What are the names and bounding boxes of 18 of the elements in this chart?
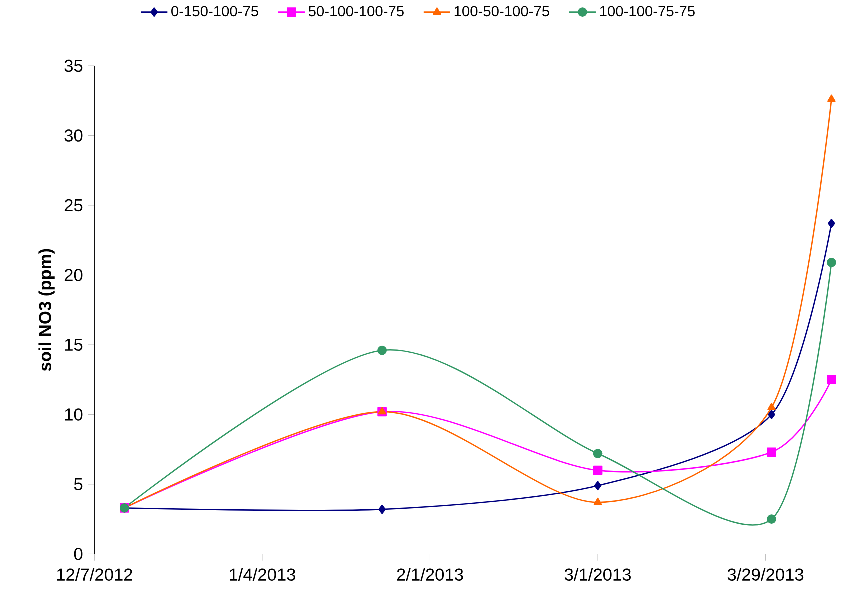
y-tick-label: 0 — [74, 548, 83, 560]
y-tick-label: 30 — [64, 130, 83, 142]
x-tick-label: 1/4/2013 — [230, 568, 296, 581]
x-tick-label: 3/29/2013 — [728, 568, 804, 581]
y-tick-label: 35 — [64, 60, 83, 72]
y-tick-label: 10 — [65, 408, 83, 421]
x-tick-label: 3/1/2013 — [564, 568, 631, 581]
legend-label: 50-100-100-75 — [308, 6, 404, 16]
legend-label: 0-150-100-75 — [172, 6, 258, 16]
y-axis-title: soil NO3 (ppm) — [38, 249, 55, 372]
legend-label: 100-100-75-75 — [600, 6, 695, 16]
y-tick-label: 25 — [64, 199, 83, 212]
y-tick-label: 20 — [64, 269, 83, 282]
y-tick-label: 15 — [65, 338, 83, 351]
x-tick-label: 2/1/2013 — [397, 568, 464, 581]
x-tick-label: 12/7/2012 — [57, 568, 132, 581]
y-tick-label: 5 — [74, 478, 83, 490]
legend-label: 100-50-100-75 — [454, 6, 550, 16]
